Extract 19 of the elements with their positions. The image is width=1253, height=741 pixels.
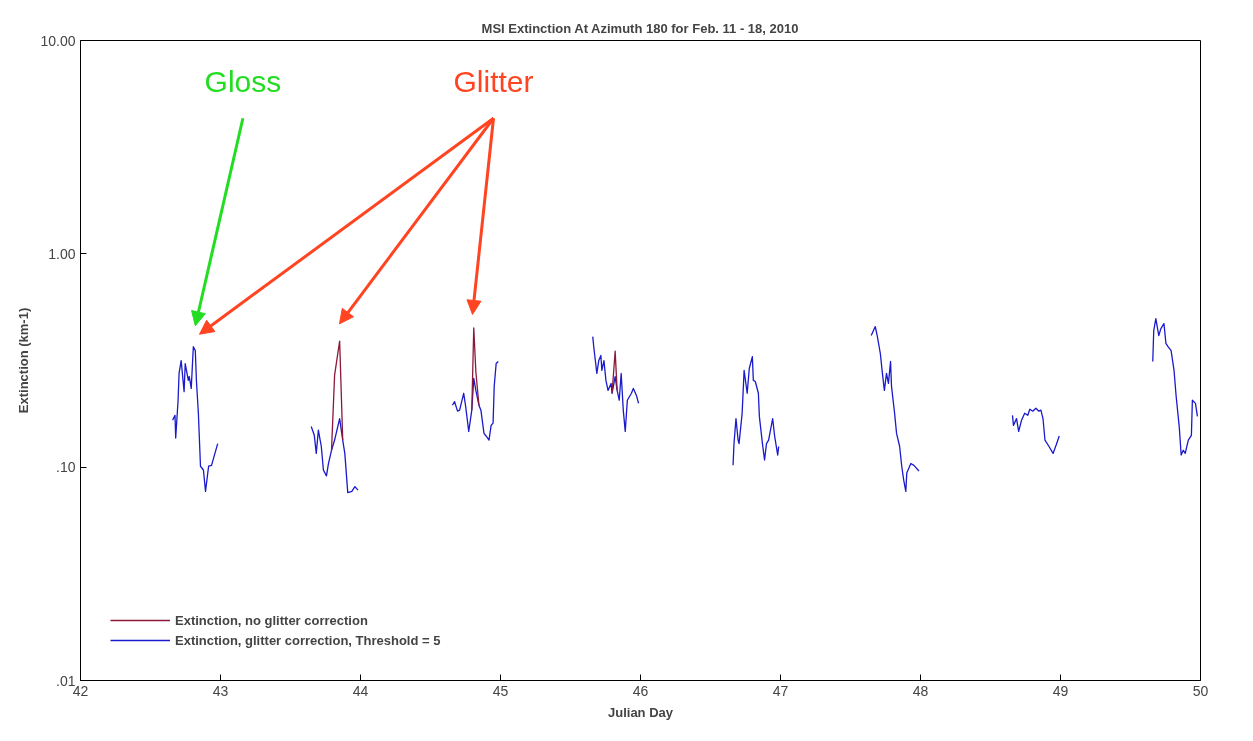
annotation: Gloss (204, 64, 282, 98)
x-tick-label: 46 (632, 682, 649, 699)
x-tick-label: 44 (352, 682, 369, 699)
annotation: Glitter (453, 64, 534, 98)
x-tick-label: 49 (1052, 682, 1069, 699)
legend-label: Extinction, no glitter correction (175, 612, 368, 628)
y-axis-title: Extinction (km-1) (16, 307, 32, 414)
y-tick-label: .10 (56, 459, 76, 476)
y-tick-label: .01 (56, 672, 76, 689)
x-tick-label: 47 (772, 682, 789, 699)
legend-label: Extinction, glitter correction, Threshold = 5 (175, 632, 441, 648)
x-tick-label: 45 (492, 682, 509, 699)
y-tick-label: 1.00 (48, 245, 76, 262)
y-tick-label: 10.00 (40, 32, 76, 49)
x-axis-title: Julian Day (607, 704, 674, 720)
x-tick-label: 48 (912, 682, 929, 699)
chart-title: MSI Extinction At Azimuth 180 for Feb. 11 - 18, 2010 (481, 20, 799, 36)
x-tick-label: 50 (1192, 682, 1209, 699)
x-tick-label: 43 (212, 682, 229, 699)
